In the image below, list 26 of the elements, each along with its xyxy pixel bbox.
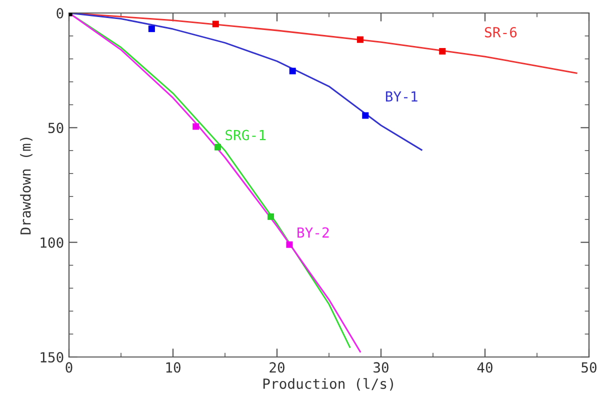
x-tick-label: 30: [374, 362, 388, 373]
y-tick-label: 50: [48, 122, 64, 134]
x-tick-label: 10: [166, 362, 180, 373]
y-tick-label: 0: [56, 8, 64, 19]
x-axis-title: Production (l/s): [263, 378, 394, 391]
point: [214, 144, 221, 150]
point: [356, 36, 364, 43]
y-tick-label: 150: [40, 352, 64, 363]
x-tick-label: 0: [66, 362, 72, 373]
y-axis-title: Drawdown (m): [20, 138, 32, 234]
series-label: SR-6: [484, 26, 517, 38]
point: [212, 20, 219, 28]
x-tick-label: 40: [477, 362, 492, 373]
x-tick-label: 50: [582, 362, 596, 373]
point: [286, 241, 293, 248]
point: [439, 48, 446, 55]
series-label: SRG-1: [226, 130, 266, 140]
point: [192, 123, 200, 130]
x-tick-label: 20: [270, 362, 284, 373]
y-tick-label: 100: [40, 237, 64, 248]
point: [268, 213, 274, 220]
point: [148, 26, 155, 32]
series-label: BY-1: [386, 91, 418, 102]
point: [289, 68, 296, 74]
series-label: BY-2: [298, 227, 329, 238]
point: [362, 112, 369, 119]
